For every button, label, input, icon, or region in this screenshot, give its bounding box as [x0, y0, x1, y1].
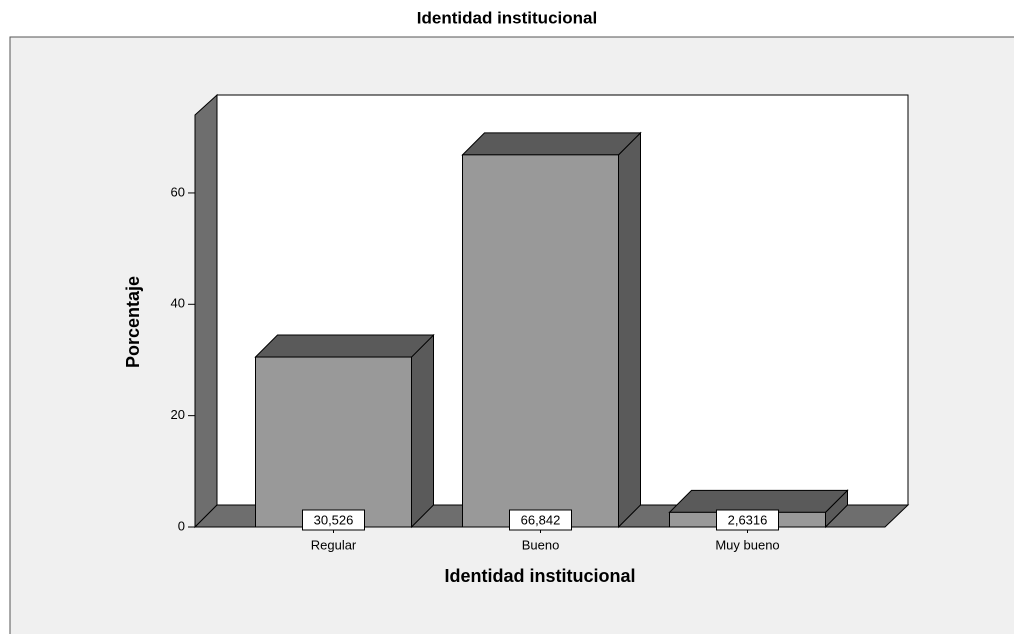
value-label: 66,842: [521, 512, 561, 527]
y-tick-label: 0: [178, 518, 185, 533]
y-tick-label: 60: [171, 184, 185, 199]
bar-side: [411, 333, 434, 529]
chart-title: Identidad institucional: [417, 8, 597, 27]
y-axis-label: Porcentaje: [123, 276, 143, 368]
x-tick-label: Regular: [311, 537, 357, 552]
bar-top: [461, 132, 642, 156]
bar: [255, 356, 412, 528]
x-tick-label: Muy bueno: [715, 537, 779, 552]
y-tick-label: 20: [171, 407, 185, 422]
y-tick-label: 40: [171, 296, 185, 311]
value-label-box: [302, 509, 365, 531]
value-label: 2,6316: [728, 512, 768, 527]
value-label: 30,526: [314, 512, 354, 527]
x-axis-label: Identidad institucional: [444, 566, 635, 586]
bar-top: [254, 334, 435, 358]
bar: [462, 154, 619, 528]
bar-top: [668, 489, 849, 513]
x-tick-label: Bueno: [522, 537, 560, 552]
bar-side: [618, 131, 641, 529]
value-label-box: [509, 509, 572, 531]
left-wall: [194, 93, 218, 529]
value-label-box: [716, 509, 779, 531]
